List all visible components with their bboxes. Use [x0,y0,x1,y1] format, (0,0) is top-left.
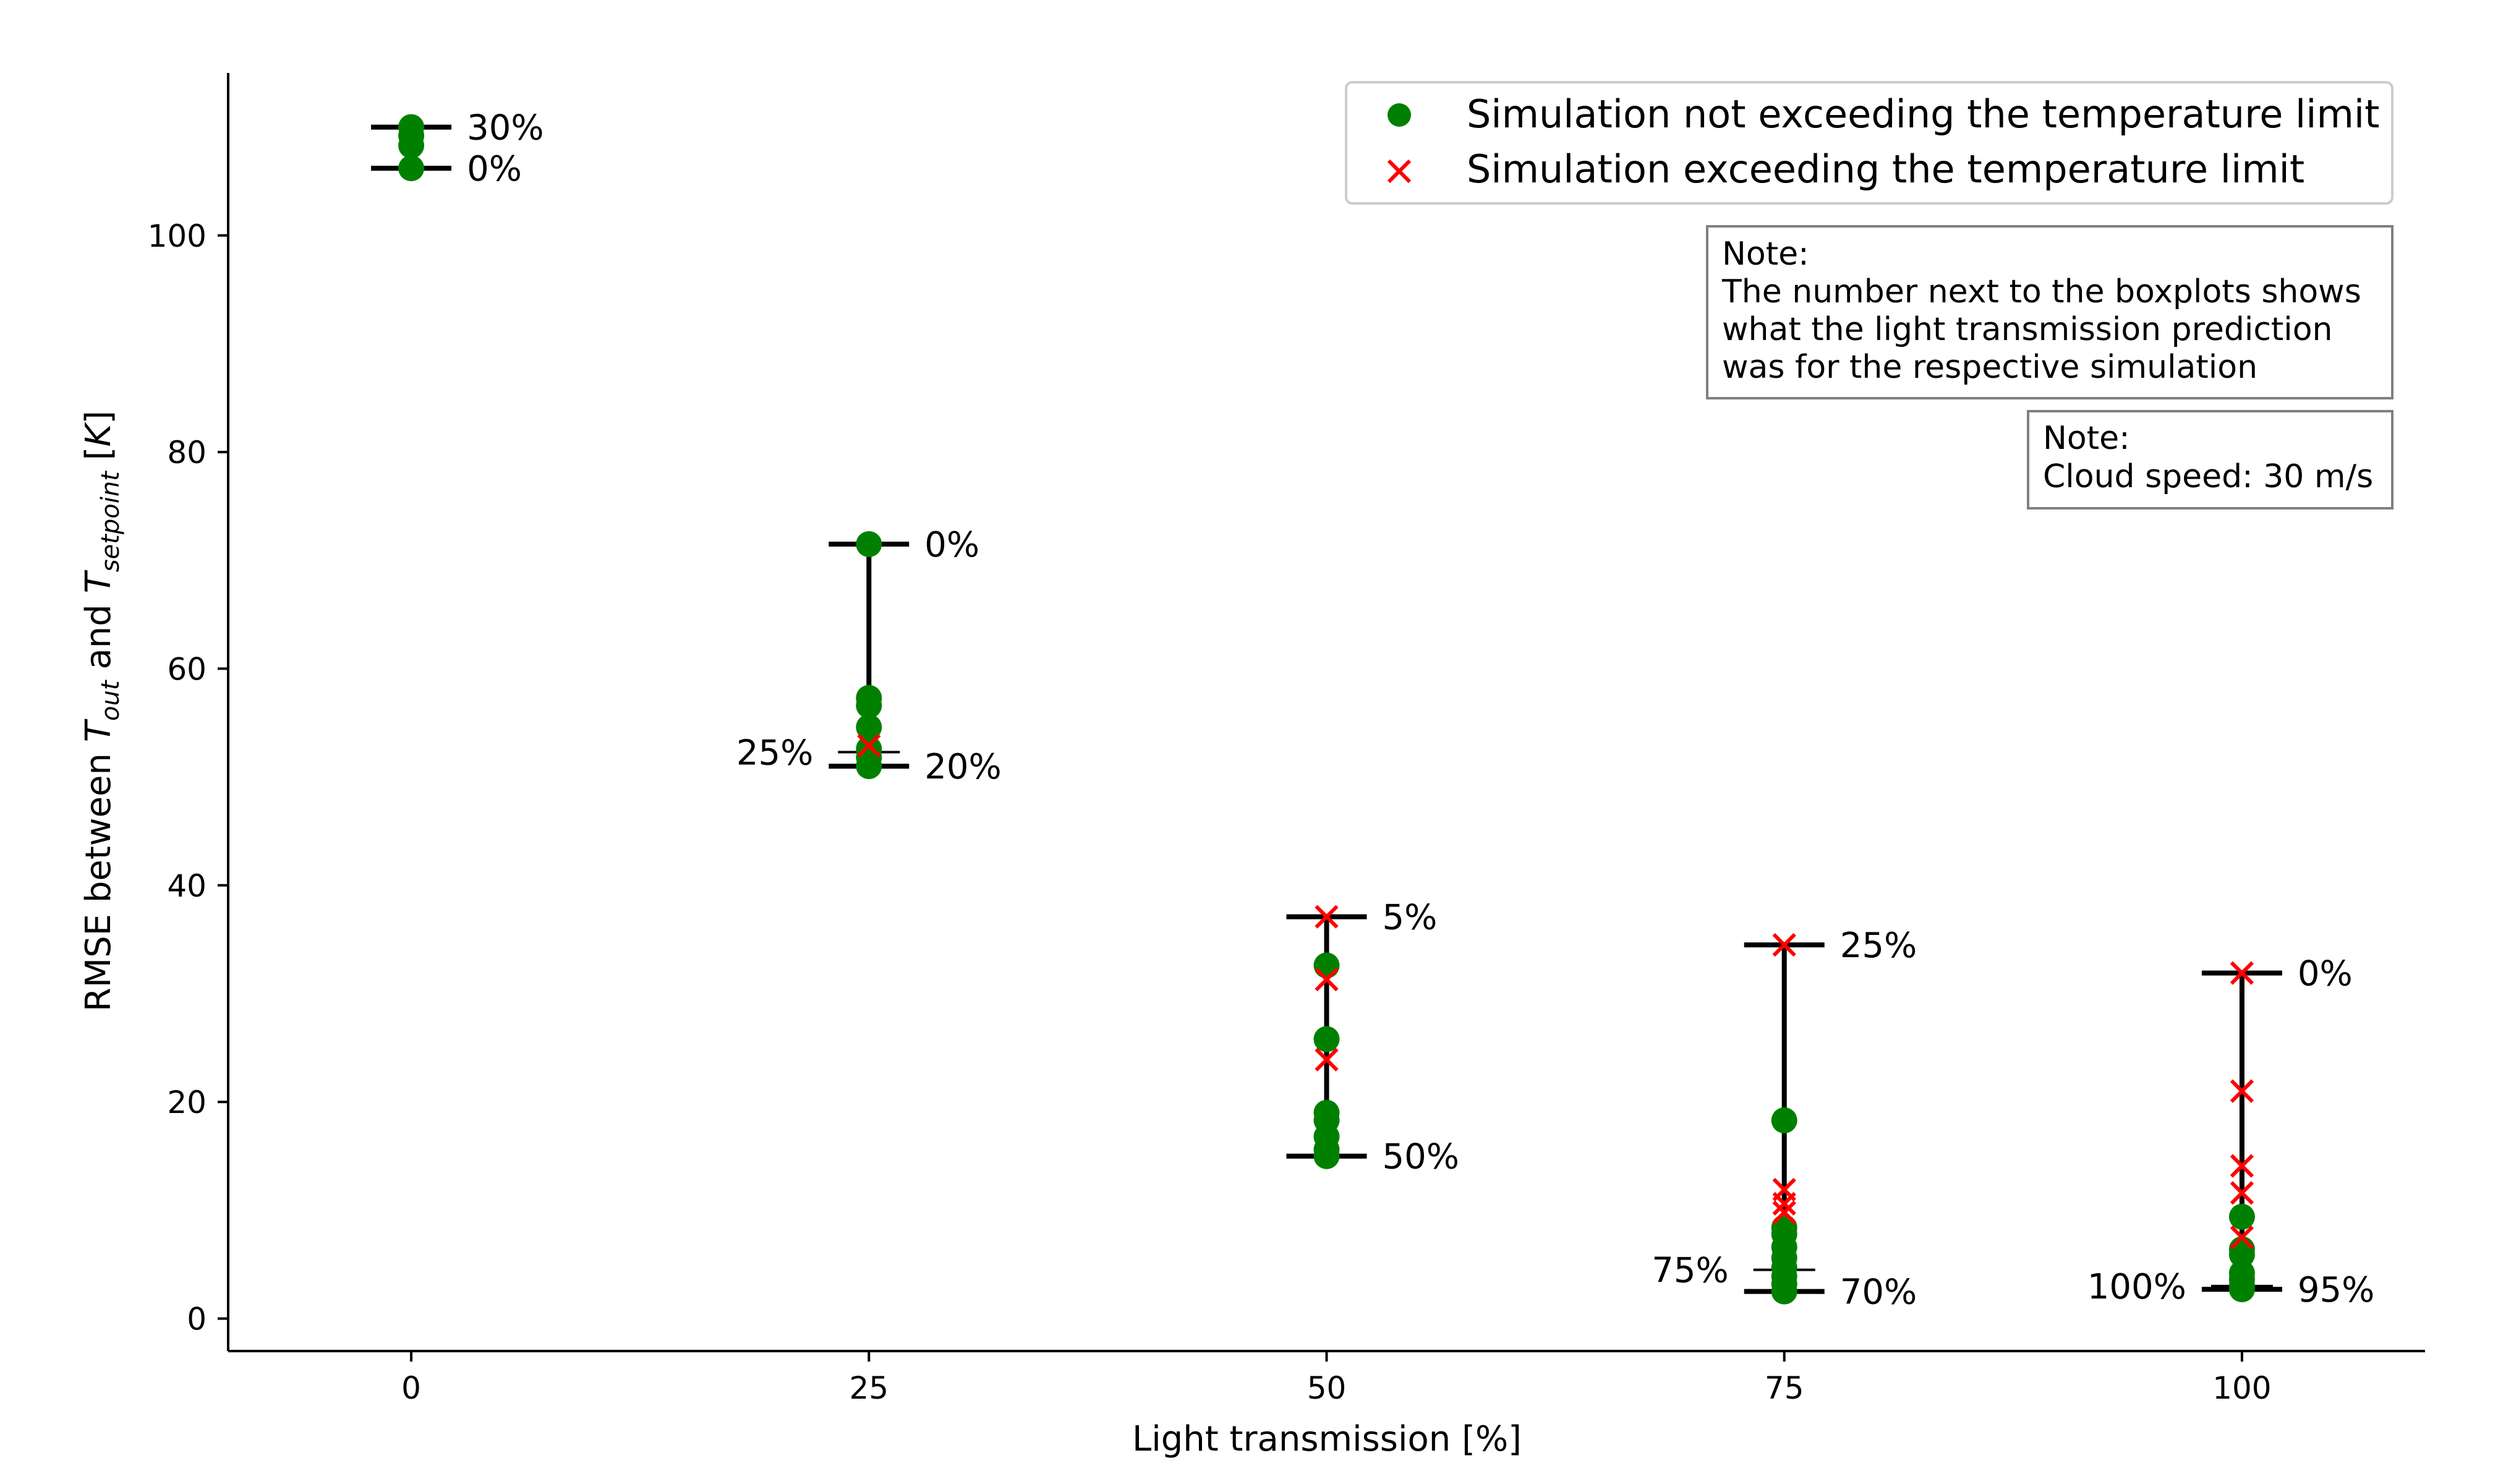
y-tick-label: 40 [167,868,207,904]
point-exceeding [2230,1079,2254,1103]
point-exceeding-stroke [2230,1181,2254,1205]
note-line: Note: [2043,420,2130,457]
point-exceeding-stroke [1315,905,1339,929]
point-not-exceeding [1771,1278,1797,1305]
point-exceeding [1315,905,1339,929]
prediction-label: 0% [924,525,979,565]
note-frame-explanation [1706,225,2394,399]
legend-label-not-exceeding: Simulation not exceeding the temperature… [1467,92,2379,137]
note-line: Cloud speed: 30 m/s [2043,458,2373,495]
point-exceeding-stroke [1772,1200,1796,1224]
x-tick-label: 25 [849,1370,889,1406]
point-not-exceeding [398,132,425,159]
x-tick-label: 50 [1307,1370,1347,1406]
legend-frame [1345,81,2394,205]
point-exceeding [1315,968,1339,992]
point-exceeding [2230,1225,2254,1250]
point-exceeding [857,733,881,757]
note-box-explanation: Note: The number next to the boxplots sh… [1706,225,2394,399]
prediction-label: 20% [924,747,1001,787]
prediction-label: 95% [2298,1270,2374,1310]
prediction-label: 100% [2087,1267,2186,1307]
prediction-label: 25% [1840,926,1917,966]
legend-marker-not-exceeding [1388,103,1411,127]
point-exceeding-stroke [2230,1079,2254,1103]
plot-area: 30%0%0%25% 20%5%50%25%75%70%0%100% 95% [371,108,2374,1313]
y-tick-label: 0 [187,1301,207,1337]
y-axis-title-part: ] [79,411,119,424]
y-axis-title-part: T [79,570,119,594]
legend-label-exceeding: Simulation exceeding the temperature lim… [1467,147,2304,192]
prediction-label: 25% [736,733,813,773]
y-axis-title-part: T [79,719,119,742]
point-exceeding [1772,1192,1796,1216]
prediction-label: 70% [1840,1273,1917,1313]
prediction-label: 75% [1652,1251,1728,1291]
note-line: what the light transmission prediction [1722,311,2333,348]
group-x-25: 0% 25% 20% [736,525,1002,787]
point-exceeding-stroke [1315,968,1339,992]
legend-marker-exceeding [1387,159,1412,184]
note-box-cloud-speed: Note: Cloud speed: 30 m/s [2027,410,2394,510]
point-not-exceeding [1771,1107,1797,1133]
y-axis-title-part: setpoint [96,471,125,572]
y-tick-label: 100 [148,218,207,254]
y-axis-title-part: RMSE between [79,742,119,1012]
note-line: Note: [1722,236,1809,273]
point-not-exceeding [856,714,882,741]
x-tick-label: 0 [401,1370,421,1406]
point-not-exceeding [2228,1203,2255,1230]
note-frame-cloud-speed [2027,410,2394,510]
point-not-exceeding [1313,952,1340,979]
point-exceeding [1315,1047,1339,1072]
point-not-exceeding [856,531,882,557]
note-line: The number next to the boxplots shows [1721,273,2361,310]
y-tick-label: 20 [167,1085,207,1120]
point-exceeding-stroke [1772,932,1796,957]
y-axis-title-part: out [96,680,125,721]
y-axis-title-part: [ [79,446,119,471]
point-not-exceeding [856,753,882,780]
point-exceeding-stroke [1772,1192,1796,1216]
y-tick-label: 60 [167,651,207,687]
point-not-exceeding [2228,1242,2255,1268]
point-not-exceeding [2228,1276,2255,1303]
point-exceeding [1772,932,1796,957]
point-exceeding [2230,1154,2254,1178]
y-axis-title: RMSE between Tout and Tsetpoint [K] [79,411,125,1012]
group-x-75: 25% 75% 70% [1652,926,1917,1313]
prediction-label: 0% [467,149,522,189]
x-tick-label: 100 [2212,1370,2271,1406]
x-axis-title: Light transmission [%] [1132,1419,1522,1459]
prediction-label: 50% [1383,1137,1459,1177]
point-exceeding-stroke [857,733,881,757]
group-x-50: 5% 50% [1286,898,1459,1177]
prediction-label: 0% [2298,954,2353,994]
group-x-0: 30%0% [371,108,544,189]
point-not-exceeding [856,692,882,719]
y-axis-title-part: K [79,421,119,446]
point-exceeding-stroke [2230,1225,2254,1250]
note-line: was for the respective simulation [1722,349,2257,386]
legend: Simulation not exceeding the temperature… [1345,81,2394,205]
point-not-exceeding [1313,1143,1340,1169]
point-not-exceeding [398,155,425,182]
point-exceeding-stroke [2230,961,2254,985]
point-exceeding [2230,1181,2254,1205]
x-tick-label: 75 [1765,1370,1804,1406]
point-exceeding [1772,1200,1796,1224]
point-not-exceeding [1313,1026,1340,1052]
y-tick-label: 80 [167,435,207,471]
point-exceeding [2230,961,2254,985]
prediction-label: 5% [1383,898,1438,938]
point-exceeding-stroke [1315,1047,1339,1072]
prediction-label: 30% [467,108,544,148]
y-axis-title-part: and [79,594,119,681]
group-x-100: 0% 100% 95% [2087,954,2375,1310]
axis-ticks: 0 25 50 75 100 0 20 40 60 80 100 [148,218,2272,1406]
point-exceeding-stroke [2230,1154,2254,1178]
